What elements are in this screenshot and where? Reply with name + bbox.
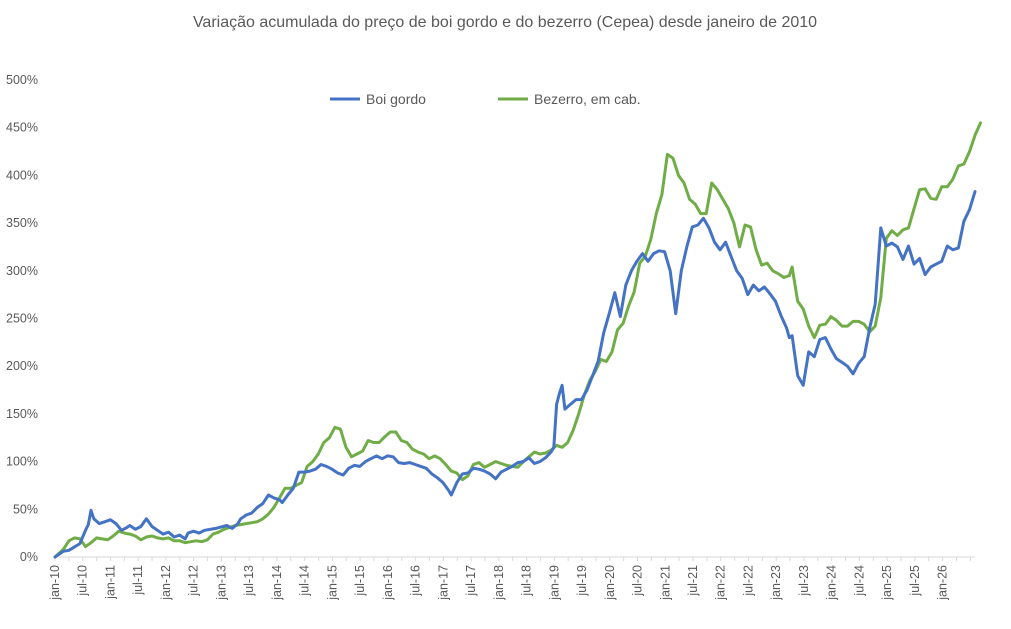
x-tick-label: jan-12 xyxy=(159,565,173,601)
x-tick-label: jan-17 xyxy=(436,565,450,601)
series-line-boi-gordo xyxy=(53,190,977,559)
y-tick-label: 100% xyxy=(6,455,38,469)
x-tick-label: jan-13 xyxy=(214,565,228,601)
x-tick-label: jul-11 xyxy=(131,565,145,596)
y-tick-label: 50% xyxy=(13,502,38,516)
y-tick-label: 500% xyxy=(6,73,38,87)
x-tick-label: jan-14 xyxy=(270,565,284,601)
legend: Boi gordo Bezerro, em cab. xyxy=(330,91,641,107)
x-tick-label: jan-11 xyxy=(103,565,117,600)
x-tick-label: jan-24 xyxy=(825,565,839,601)
x-tick-label: jul-16 xyxy=(409,565,423,597)
y-tick-label: 400% xyxy=(6,168,38,182)
x-tick-label: jul-23 xyxy=(797,565,811,597)
x-tick-label: jan-20 xyxy=(603,565,617,601)
series-line-bezerro xyxy=(53,121,982,559)
y-tick-label: 250% xyxy=(6,312,38,326)
x-tick-label: jul-19 xyxy=(575,565,589,597)
y-tick-label: 0% xyxy=(20,550,38,564)
x-tick-label: jan-19 xyxy=(547,565,561,601)
y-tick-label: 350% xyxy=(6,216,38,230)
y-tick-label: 450% xyxy=(6,121,38,135)
x-axis: jan-10 jul-10 jan-11 jul-11 jan-12 jul-12 jan-… xyxy=(48,556,975,601)
y-tick-label: 200% xyxy=(6,359,38,373)
x-tick-label: jul-21 xyxy=(686,565,700,597)
x-tick-label: jul-18 xyxy=(520,565,534,597)
x-tick-label: jan-22 xyxy=(714,565,728,601)
legend-label-boi-gordo: Boi gordo xyxy=(366,91,426,107)
x-tick-label: jan-25 xyxy=(880,565,894,601)
x-tick-label: jul-12 xyxy=(187,565,201,597)
legend-label-bezerro: Bezerro, em cab. xyxy=(534,91,641,107)
chart-title: Variação acumulada do preço de boi gordo… xyxy=(193,14,817,31)
x-tick-label: jul-14 xyxy=(298,565,312,597)
series-layer xyxy=(53,121,982,559)
x-tick-label: jan-15 xyxy=(325,565,339,601)
x-tick-label: jul-24 xyxy=(852,565,866,597)
x-tick-label: jul-22 xyxy=(741,565,755,597)
x-tick-label: jan-23 xyxy=(769,565,783,601)
x-tick-label: jul-25 xyxy=(908,565,922,597)
x-tick-label: jul-20 xyxy=(631,565,645,597)
x-tick-label: jul-13 xyxy=(242,565,256,597)
x-tick-label: jan-18 xyxy=(492,565,506,601)
x-tick-label: jan-16 xyxy=(381,565,395,601)
x-tick-label: jan-21 xyxy=(658,565,672,601)
x-tick-label: jan-26 xyxy=(936,565,950,601)
y-tick-label: 300% xyxy=(6,264,38,278)
y-tick-label: 150% xyxy=(6,407,38,421)
x-tick-label: jul-10 xyxy=(76,565,90,597)
x-tick-label: jan-10 xyxy=(48,565,62,601)
x-tick-label: jul-17 xyxy=(464,565,478,597)
y-axis: 0% 50% 100% 150% 200% 250% 300% 350% 400% 450% 500… xyxy=(6,73,38,564)
x-tick-label: jul-15 xyxy=(353,565,367,597)
